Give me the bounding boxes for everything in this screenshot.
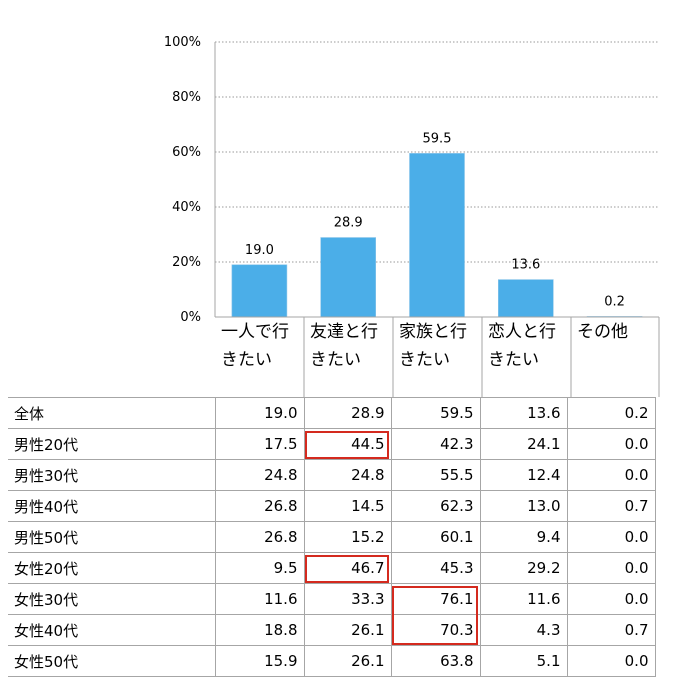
table-cell: 19.0 [214, 397, 304, 429]
bar-value-label: 13.6 [511, 258, 540, 273]
bar-chart: 0% 20% 40% 60% 80% 100% 19.0 28.9 59.5 13.6 0.2 [164, 35, 659, 325]
table-cell: 26.8 [214, 521, 304, 553]
table-cell: 55.5 [390, 459, 480, 491]
table-cell: 70.3 [390, 614, 480, 646]
table-cell: 18.8 [214, 614, 304, 646]
table-cell: 9.4 [479, 521, 567, 553]
bar-value-label: 19.0 [245, 243, 274, 258]
data-table: 全体 19.0 28.9 59.5 13.6 0.2 男性20代 17.5 44… [8, 397, 656, 677]
bar-value-label: 0.2 [604, 294, 625, 309]
table-cell: 45.3 [390, 552, 480, 584]
table-cell: 15.2 [303, 521, 391, 553]
table-cell: 28.9 [303, 397, 391, 429]
row-label: 男性20代 [8, 428, 215, 460]
category-label: 家族と行きたい [399, 322, 467, 370]
value-labels: 19.0 28.9 59.5 13.6 0.2 [245, 131, 625, 309]
table-cell: 76.1 [390, 583, 480, 615]
table-cell: 4.3 [479, 614, 567, 646]
category-label: 恋人と行きたい [488, 322, 556, 370]
bar [497, 279, 554, 318]
bars [231, 153, 643, 318]
table-cell: 33.3 [303, 583, 391, 615]
category-label: その他 [577, 322, 628, 342]
table-cell: 15.9 [214, 645, 304, 677]
category-label: 友達と行きたい [310, 322, 378, 370]
row-label: 女性40代 [8, 614, 215, 646]
table-cell: 0.7 [566, 490, 656, 522]
table-row: 男性50代 26.8 15.2 60.1 9.4 0.0 [8, 521, 656, 553]
category-label: 一人で行きたい [221, 322, 289, 370]
row-label: 男性50代 [8, 521, 215, 553]
row-label: 女性30代 [8, 583, 215, 615]
table-cell: 13.6 [479, 397, 567, 429]
row-label: 女性20代 [8, 552, 215, 584]
table-cell: 63.8 [390, 645, 480, 677]
table-cell: 0.0 [566, 552, 656, 584]
table-cell: 11.6 [479, 583, 567, 615]
row-label: 男性30代 [8, 459, 215, 491]
row-label: 全体 [8, 397, 215, 429]
table-row: 全体 19.0 28.9 59.5 13.6 0.2 [8, 397, 656, 429]
table-cell: 26.8 [214, 490, 304, 522]
table-cell: 24.1 [479, 428, 567, 460]
table-cell: 62.3 [390, 490, 480, 522]
y-tick-label: 20% [172, 255, 201, 270]
table-cell: 0.0 [566, 645, 656, 677]
table-cell: 17.5 [214, 428, 304, 460]
table-cell: 46.7 [303, 552, 391, 584]
table-row: 女性50代 15.9 26.1 63.8 5.1 0.0 [8, 645, 656, 677]
table-row: 女性30代 11.6 33.3 76.1 11.6 0.0 [8, 583, 656, 615]
y-tick-label: 80% [172, 90, 201, 105]
table-row: 男性30代 24.8 24.8 55.5 12.4 0.0 [8, 459, 656, 491]
table-cell: 59.5 [390, 397, 480, 429]
table-cell: 0.2 [566, 397, 656, 429]
table-cell: 42.3 [390, 428, 480, 460]
table-cell: 12.4 [479, 459, 567, 491]
row-label: 女性50代 [8, 645, 215, 677]
table-row: 男性20代 17.5 44.5 42.3 24.1 0.0 [8, 428, 656, 460]
table-cell: 26.1 [303, 614, 391, 646]
table-cell: 44.5 [303, 428, 391, 460]
bar-value-label: 59.5 [423, 131, 452, 146]
table-row: 女性20代 9.5 46.7 45.3 29.2 0.0 [8, 552, 656, 584]
table-cell: 11.6 [214, 583, 304, 615]
bar [320, 237, 377, 318]
bar [231, 264, 288, 318]
table-cell: 14.5 [303, 490, 391, 522]
bar-value-label: 28.9 [334, 216, 363, 231]
y-axis-ticks: 0% 20% 40% 60% 80% 100% [164, 35, 201, 325]
y-tick-label: 100% [164, 35, 201, 50]
table-cell: 0.0 [566, 583, 656, 615]
y-tick-label: 40% [172, 200, 201, 215]
table-cell: 13.0 [479, 490, 567, 522]
table-cell: 9.5 [214, 552, 304, 584]
table-cell: 5.1 [479, 645, 567, 677]
y-tick-label: 60% [172, 145, 201, 160]
table-cell: 0.0 [566, 428, 656, 460]
table-row: 男性40代 26.8 14.5 62.3 13.0 0.7 [8, 490, 656, 522]
y-tick-label: 0% [180, 310, 201, 325]
table-cell: 0.7 [566, 614, 656, 646]
table-cell: 0.0 [566, 459, 656, 491]
table-row: 女性40代 18.8 26.1 70.3 4.3 0.7 [8, 614, 656, 646]
table-cell: 24.8 [303, 459, 391, 491]
table-cell: 60.1 [390, 521, 480, 553]
bar [409, 153, 465, 318]
row-label: 男性40代 [8, 490, 215, 522]
table-cell: 0.0 [566, 521, 656, 553]
table-cell: 24.8 [214, 459, 304, 491]
table-cell: 29.2 [479, 552, 567, 584]
table-cell: 26.1 [303, 645, 391, 677]
